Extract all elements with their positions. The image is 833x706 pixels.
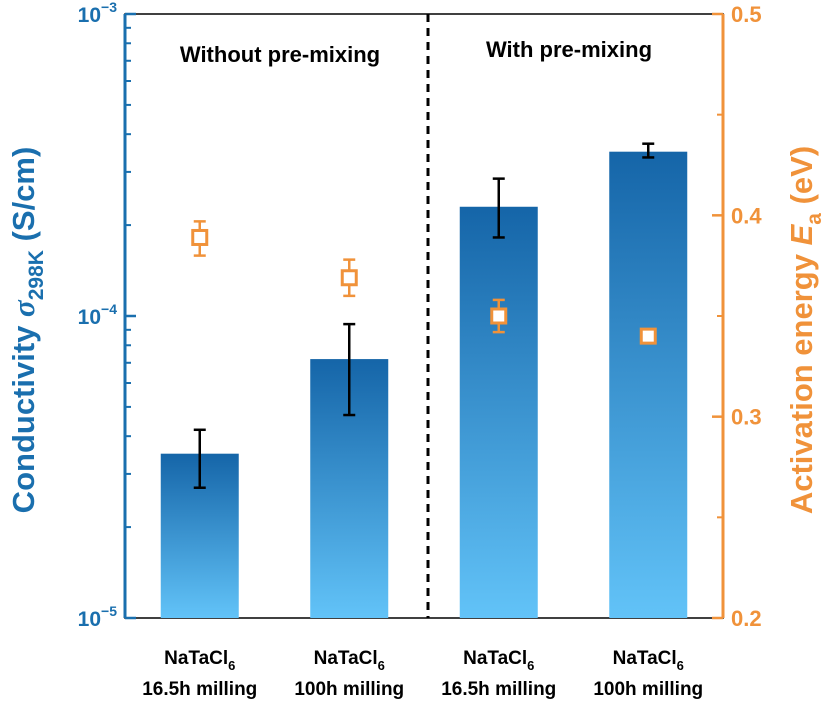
- right-axis-title: Activation energy Ea (eV): [784, 146, 826, 514]
- bar-error-3: [642, 142, 655, 159]
- bar-2: [459, 206, 538, 619]
- right-tick-label-3: 0.5: [731, 2, 762, 27]
- category-detail-3: 100h milling: [593, 679, 703, 700]
- bars-layer: [160, 151, 688, 619]
- category-detail-0: 16.5h milling: [142, 679, 257, 700]
- group-title-without-premixing: Without pre-mixing: [180, 42, 380, 67]
- right-tick-label-1: 0.3: [731, 405, 762, 430]
- category-detail-1: 100h milling: [294, 679, 404, 700]
- category-labels: NaTaCl6 16.5h milling NaTaCl6 100h milling N…: [142, 648, 703, 700]
- left-tick-label-0: 10−3: [78, 0, 118, 27]
- left-ticks: 10−3 10−4 10−5: [78, 0, 136, 631]
- markers-layer: [191, 220, 657, 345]
- bar-error-layer: [193, 142, 655, 489]
- category-name-1: NaTaCl6: [314, 648, 385, 673]
- category-name-3: NaTaCl6: [613, 648, 684, 673]
- marker-1: [340, 269, 358, 287]
- group-title-with-premixing: With pre-mixing: [486, 37, 652, 62]
- left-axis-title: Conductivity σ298K (S/cm): [6, 147, 48, 514]
- right-tick-label-0: 0.2: [731, 606, 762, 631]
- bar-3: [609, 151, 688, 618]
- bar-error-0: [193, 428, 206, 489]
- bar-error-1: [343, 322, 356, 417]
- marker-2: [490, 307, 508, 325]
- marker-0: [191, 228, 209, 246]
- left-tick-label-2: 10−5: [78, 603, 118, 631]
- category-name-0: NaTaCl6: [164, 648, 235, 673]
- category-name-2: NaTaCl6: [463, 648, 534, 673]
- left-tick-label-1: 10−4: [78, 301, 118, 329]
- right-ticks: 0.2 0.3 0.4 0.5: [712, 2, 762, 631]
- right-tick-label-2: 0.4: [731, 203, 762, 228]
- bar-error-2: [492, 177, 505, 239]
- category-detail-2: 16.5h milling: [441, 679, 556, 700]
- marker-3: [639, 327, 657, 345]
